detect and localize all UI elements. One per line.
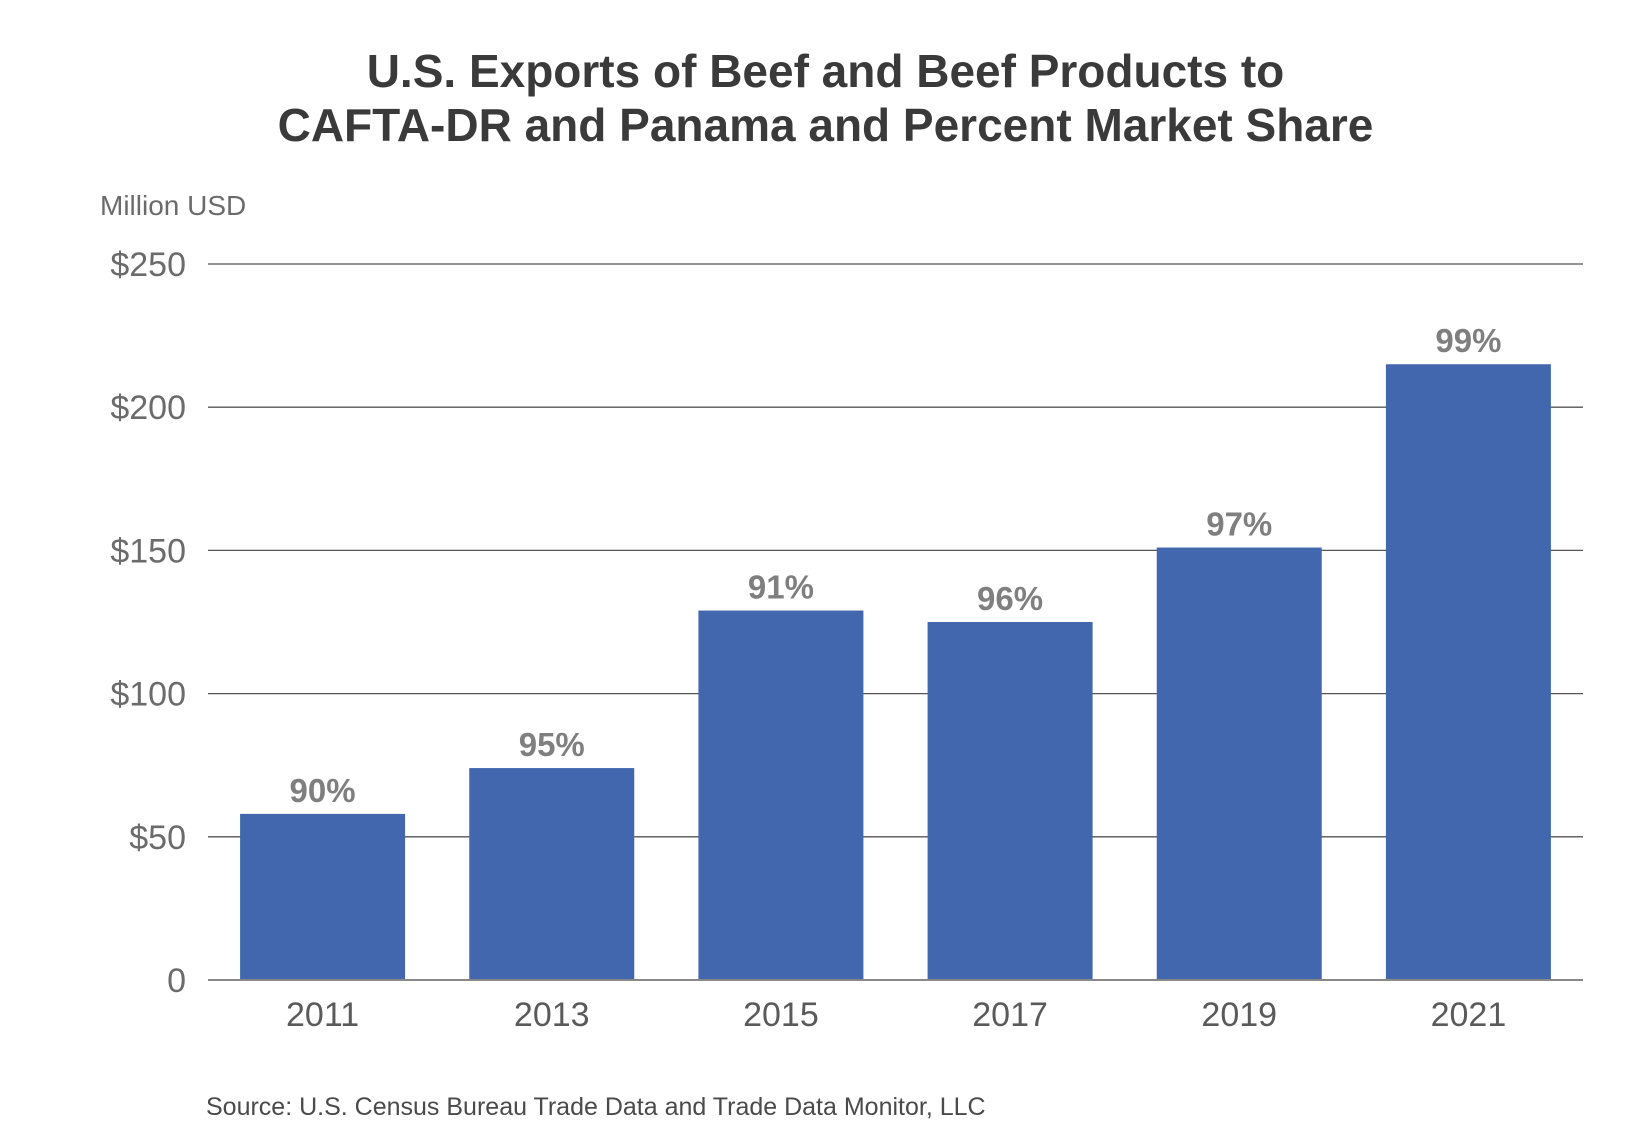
gridlines (208, 263, 1583, 838)
x-tick-label: 2013 (514, 996, 590, 1034)
chart-title-line-1: U.S. Exports of Beef and Beef Products t… (366, 45, 1285, 97)
data-label-2011: 90% (290, 772, 356, 809)
y-tick-label: $50 (129, 819, 186, 857)
chart-title-line-2: CAFTA-DR and Panama and Percent Market S… (277, 99, 1374, 151)
bar-2015 (698, 610, 864, 980)
data-label-2015: 91% (748, 569, 814, 606)
data-label-2021: 99% (1435, 322, 1501, 359)
data-label-2017: 96% (977, 580, 1043, 617)
y-tick-label: $100 (110, 676, 186, 714)
bar-2011 (240, 813, 406, 980)
data-labels: 90% 95% 91% 96% 97% 99% (290, 322, 1502, 809)
x-axis-ticks: 2011 2013 2015 2017 2019 2021 (286, 996, 1506, 1034)
data-label-2019: 97% (1206, 506, 1272, 543)
x-tick-label: 2019 (1201, 996, 1277, 1034)
bar-2017 (927, 622, 1093, 980)
x-tick-label: 2017 (972, 996, 1048, 1034)
x-tick-label: 2021 (1431, 996, 1507, 1034)
y-tick-label: $200 (110, 389, 186, 427)
bars (240, 364, 1551, 980)
y-axis-ticks: 0 $50 $100 $150 $200 $250 (110, 246, 186, 1000)
data-label-2013: 95% (519, 726, 585, 763)
y-tick-label: $250 (110, 246, 186, 284)
y-tick-label: $150 (110, 532, 186, 570)
chart-title: U.S. Exports of Beef and Beef Products t… (0, 44, 1651, 152)
x-tick-label: 2015 (743, 996, 819, 1034)
bar-2013 (469, 768, 635, 980)
bar-2021 (1385, 364, 1551, 980)
y-tick-label: 0 (167, 962, 186, 1000)
bar-2019 (1156, 547, 1322, 980)
x-tick-label: 2011 (286, 996, 359, 1034)
y-axis-unit-label: Million USD (100, 190, 247, 221)
source-note: Source: U.S. Census Bureau Trade Data an… (206, 1093, 986, 1121)
